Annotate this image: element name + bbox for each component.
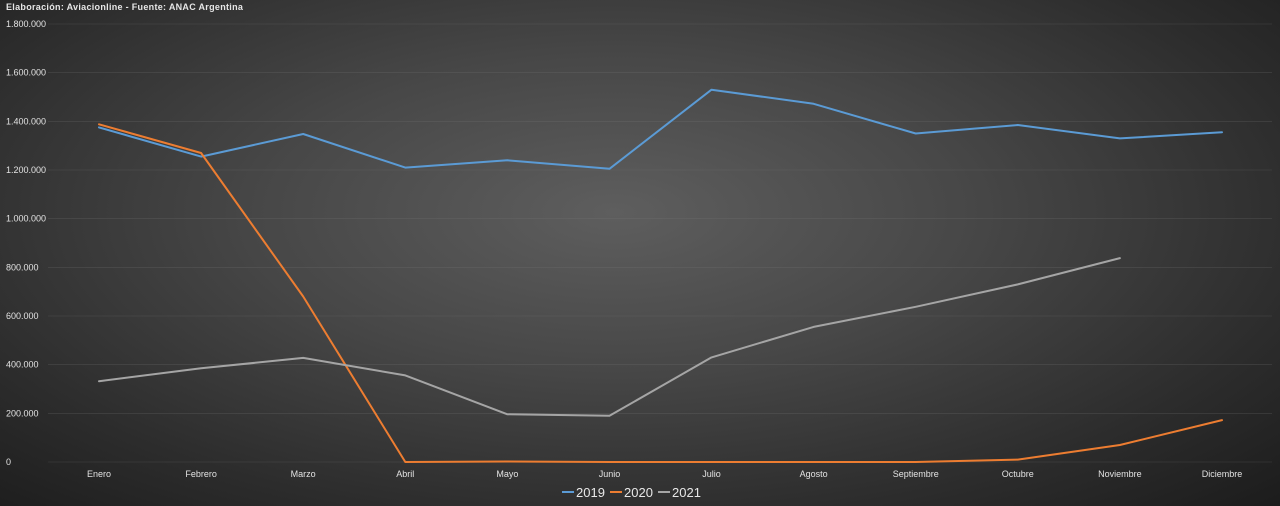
y-tick-label: 600.000 [6, 311, 39, 321]
y-tick-label: 400.000 [6, 360, 39, 370]
x-tick-label: Octubre [1002, 469, 1034, 479]
y-tick-label: 1.400.000 [6, 116, 46, 126]
series-line-2020 [98, 123, 1223, 463]
series-line-2019 [98, 88, 1223, 170]
legend-label-2021: 2021 [672, 485, 701, 500]
x-tick-label: Diciembre [1202, 469, 1243, 479]
y-tick-label: 0 [6, 457, 11, 467]
source-note: Elaboración: Aviacionline - Fuente: ANAC… [6, 2, 244, 12]
x-tick-label: Mayo [496, 469, 518, 479]
y-tick-label: 1.000.000 [6, 214, 46, 224]
legend-label-2020: 2020 [624, 485, 653, 500]
y-tick-label: 1.800.000 [6, 19, 46, 29]
x-tick-label: Septiembre [893, 469, 939, 479]
x-axis-tick-labels: Enero Febrero Marzo Abril Mayo Junio Julio Agos… [87, 469, 1242, 479]
x-tick-label: Noviembre [1098, 469, 1142, 479]
x-tick-label: Marzo [291, 469, 316, 479]
legend-label-2019: 2019 [576, 485, 605, 500]
y-axis-tick-labels: 0 200.000 400.000 600.000 800.000 1.000.000 1.… [6, 19, 46, 467]
legend: 2019 2020 2021 [562, 485, 701, 500]
x-tick-label: Julio [702, 469, 721, 479]
y-tick-label: 200.000 [6, 408, 39, 418]
x-tick-label: Febrero [185, 469, 217, 479]
x-tick-label: Junio [599, 469, 621, 479]
y-tick-label: 1.600.000 [6, 68, 46, 78]
y-tick-label: 1.200.000 [6, 165, 46, 175]
x-tick-label: Enero [87, 469, 111, 479]
x-tick-label: Abril [396, 469, 414, 479]
series-line-2021 [98, 257, 1121, 417]
y-tick-label: 800.000 [6, 262, 39, 272]
series-lines [98, 88, 1223, 463]
x-tick-label: Agosto [800, 469, 828, 479]
gridlines [48, 23, 1272, 463]
